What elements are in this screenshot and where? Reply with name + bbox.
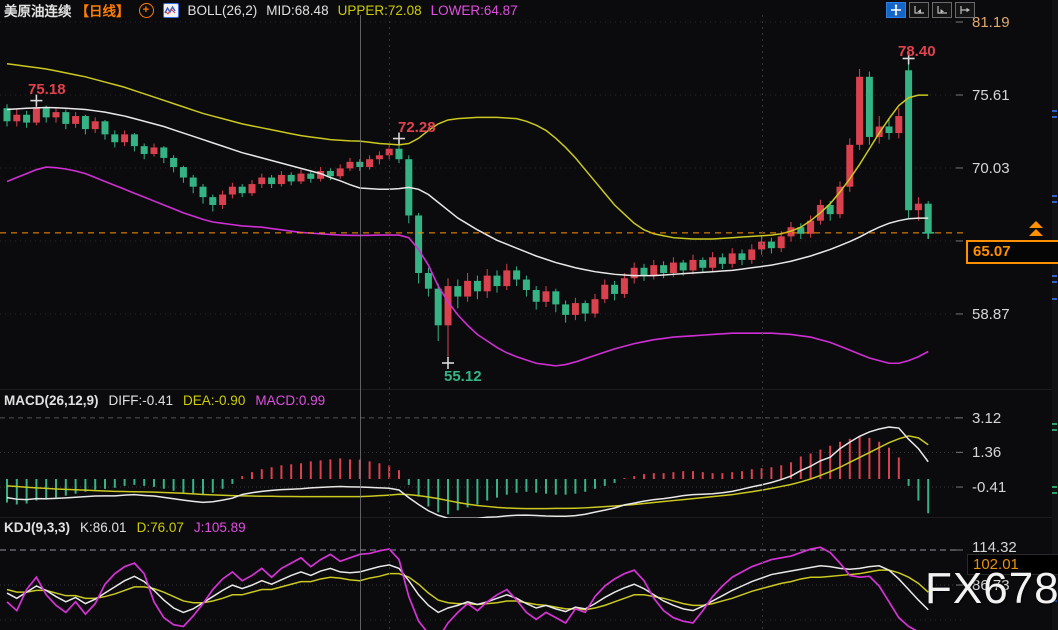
edge-marker <box>1052 423 1057 425</box>
vertical-gridline <box>762 15 763 630</box>
scale-left-icon[interactable] <box>909 2 929 18</box>
boll-lower-value: LOWER:64.87 <box>430 2 518 18</box>
boll-indicator-label: BOLL(26,2) <box>187 2 258 18</box>
main-price-pane[interactable] <box>0 15 965 388</box>
kdj-k-value: K:86.01 <box>80 520 127 535</box>
timeframe-selector[interactable]: 【日线】 <box>75 4 130 19</box>
edge-marker <box>1052 486 1057 488</box>
kdj-value-box: 102.01 <box>967 554 1058 575</box>
edge-marker <box>1052 600 1057 602</box>
macd-dea-value: DEA:-0.90 <box>183 393 246 408</box>
edge-marker <box>1052 492 1057 494</box>
add-indicator-icon[interactable]: + <box>138 2 154 18</box>
pan-right-icon[interactable] <box>955 2 975 18</box>
macd-axis-tick: -0.41 <box>972 479 1007 496</box>
symbol-name: 美原油连续 <box>4 4 72 19</box>
crosshair-vertical-line <box>360 15 361 630</box>
price-axis-tick: 70.03 <box>972 160 1010 177</box>
macd-axis-tick: 3.12 <box>972 410 1002 427</box>
edge-marker <box>1052 275 1057 277</box>
kdj-axis-tick: 114.32 <box>972 539 1017 556</box>
high-annotation: 75.18 <box>28 81 66 98</box>
price-up-arrow-icon <box>1029 221 1043 228</box>
edge-marker <box>1052 281 1057 283</box>
macd-pane[interactable] <box>0 413 965 518</box>
edge-marker <box>1052 116 1057 118</box>
kdj-j-value: J:105.89 <box>193 520 246 535</box>
last-price-box: 65.07 <box>966 240 1058 264</box>
pane-separator <box>0 389 1052 390</box>
chart-type-icon[interactable] <box>162 2 179 18</box>
macd-header: MACD(26,12,9) DIFF:-0.41 DEA:-0.90 MACD:… <box>4 393 325 408</box>
fx678-watermark: FX678 <box>925 564 1058 613</box>
move-crosshair-icon[interactable] <box>886 2 906 18</box>
kdj-axis-tick: 86.73 <box>972 577 1010 594</box>
kdj-pane[interactable] <box>0 540 965 630</box>
price-axis-tick: 81.19 <box>972 14 1010 31</box>
kdj-header: KDJ(9,3,3) K:86.01 D:76.07 J:105.89 <box>4 520 246 535</box>
right-edge-strip <box>1052 0 1058 630</box>
kdj-d-value: D:76.07 <box>136 520 184 535</box>
scale-right-icon[interactable] <box>932 2 952 18</box>
low-annotation: 55.12 <box>444 368 482 385</box>
chart-header: 美原油连续 【日线】 + BOLL(26,2) MID:68.48 UPPER:… <box>4 2 518 19</box>
macd-diff-value: DIFF:-0.41 <box>108 393 174 408</box>
pane-separator <box>0 517 1052 518</box>
boll-mid-value: MID:68.48 <box>266 2 329 18</box>
kdj-title: KDJ(9,3,3) <box>4 520 71 535</box>
price-axis-tick: 58.87 <box>972 306 1010 323</box>
high-annotation: 78.40 <box>898 43 936 60</box>
edge-marker <box>1052 201 1057 203</box>
macd-macd-value: MACD:0.99 <box>255 393 326 408</box>
edge-marker <box>1052 298 1057 300</box>
macd-axis-tick: 1.36 <box>972 444 1002 461</box>
chart-toolbar <box>886 2 975 18</box>
boll-upper-value: UPPER:72.08 <box>337 2 422 18</box>
price-axis-tick: 75.61 <box>972 87 1010 104</box>
high-annotation: 72.28 <box>398 119 436 136</box>
edge-marker <box>1052 195 1057 197</box>
edge-marker <box>1052 110 1057 112</box>
edge-marker <box>1052 429 1057 431</box>
macd-title: MACD(26,12,9) <box>4 393 99 408</box>
vertical-gridline <box>389 15 390 630</box>
price-up-arrow-icon <box>1029 229 1043 236</box>
